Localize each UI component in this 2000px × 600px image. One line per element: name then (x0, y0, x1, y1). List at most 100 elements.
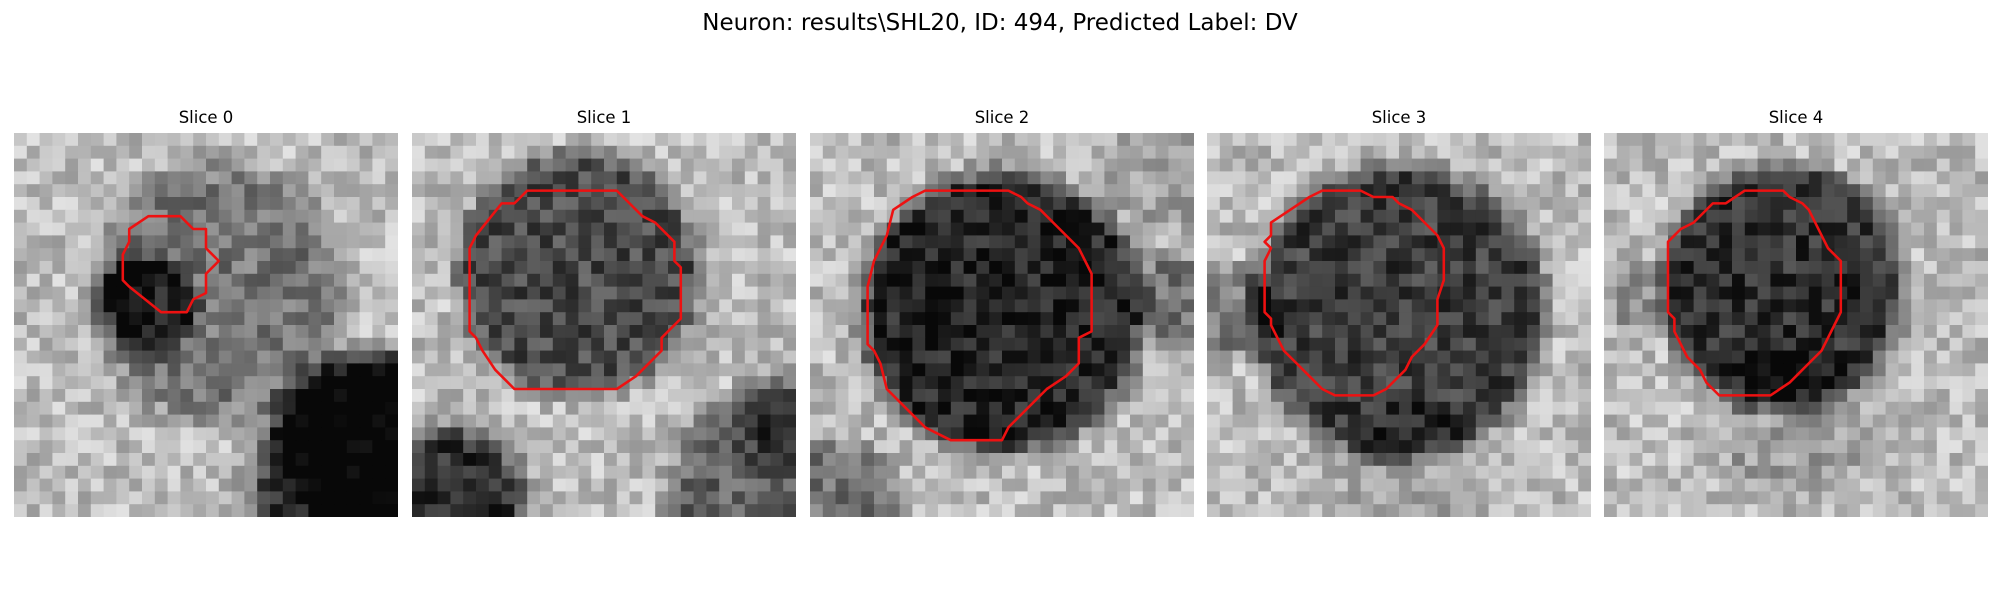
image-pixel (424, 337, 439, 352)
image-pixel (1539, 363, 1554, 377)
image-pixel (1680, 401, 1695, 416)
image-pixel (1578, 504, 1591, 517)
image-pixel (1450, 197, 1464, 211)
image-pixel (810, 171, 824, 185)
image-pixel (732, 465, 746, 480)
image-pixel (1437, 401, 1451, 416)
image-pixel (1552, 158, 1566, 172)
image-pixel (180, 414, 194, 428)
image-pixel (1552, 299, 1566, 313)
image-pixel (39, 478, 53, 492)
image-pixel (1296, 299, 1310, 313)
image-pixel (180, 158, 194, 172)
image-pixel (1975, 465, 1988, 480)
image-pixel (1066, 478, 1080, 492)
image-pixel (39, 363, 53, 377)
image-pixel (861, 440, 875, 454)
image-pixel (1027, 184, 1041, 198)
image-pixel (257, 273, 271, 288)
image-pixel (142, 478, 156, 492)
image-pixel (26, 401, 41, 416)
image-pixel (167, 337, 181, 352)
image-pixel (385, 209, 398, 224)
image-pixel (129, 414, 143, 428)
image-pixel (1219, 248, 1234, 262)
image-pixel (912, 261, 926, 275)
image-pixel (90, 465, 105, 480)
image-pixel (450, 133, 464, 147)
image-pixel (334, 312, 348, 326)
image-pixel (591, 299, 605, 313)
image-pixel (1834, 222, 1848, 236)
image-pixel (321, 491, 335, 505)
image-pixel (412, 491, 426, 505)
image-pixel (1450, 286, 1464, 300)
image-pixel (629, 248, 643, 262)
image-pixel (1757, 171, 1771, 185)
image-pixel (1911, 158, 1925, 172)
image-pixel (565, 337, 579, 352)
image-pixel (1578, 312, 1591, 326)
image-pixel (1616, 197, 1631, 211)
image-pixel (78, 145, 92, 160)
image-pixel (552, 325, 567, 339)
image-pixel (321, 401, 335, 416)
image-pixel (1335, 197, 1349, 211)
image-pixel (1142, 235, 1157, 249)
image-pixel (835, 158, 849, 172)
image-pixel (1002, 401, 1016, 416)
image-pixel (385, 158, 398, 172)
image-pixel (1744, 248, 1759, 262)
image-pixel (1885, 504, 1899, 517)
image-pixel (514, 158, 528, 172)
image-pixel (65, 401, 79, 416)
image-pixel (295, 261, 309, 275)
image-pixel (1770, 325, 1784, 339)
image-pixel (1014, 158, 1029, 172)
image-pixel (1949, 222, 1963, 236)
image-pixel (321, 478, 335, 492)
image-pixel (1066, 453, 1080, 467)
image-pixel (1565, 453, 1579, 467)
image-pixel (950, 363, 965, 377)
image-pixel (14, 389, 28, 403)
image-pixel (1744, 171, 1759, 185)
image-pixel (1130, 453, 1144, 467)
image-pixel (744, 401, 759, 416)
image-pixel (861, 389, 875, 403)
image-pixel (822, 350, 837, 364)
image-pixel (424, 261, 439, 275)
image-pixel (1296, 389, 1310, 403)
image-pixel (1539, 248, 1554, 262)
image-pixel (1386, 414, 1400, 428)
image-pixel (1552, 273, 1566, 288)
image-pixel (1604, 440, 1618, 454)
image-pixel (244, 184, 258, 198)
image-pixel (1604, 222, 1618, 236)
image-pixel (629, 158, 643, 172)
image-pixel (1616, 427, 1631, 441)
image-pixel (52, 261, 66, 275)
image-pixel (835, 286, 849, 300)
image-pixel (1245, 312, 1259, 326)
image-pixel (1770, 504, 1784, 517)
image-pixel (963, 286, 977, 300)
image-pixel (810, 440, 824, 454)
image-pixel (680, 478, 695, 492)
image-pixel (1181, 286, 1194, 300)
image-pixel (1399, 325, 1413, 339)
image-pixel (976, 133, 990, 147)
image-pixel (1847, 491, 1861, 505)
image-pixel (26, 325, 41, 339)
image-pixel (1219, 363, 1234, 377)
image-pixel (154, 350, 169, 364)
image-pixel (976, 261, 990, 275)
image-pixel (1411, 273, 1426, 288)
image-pixel (1181, 222, 1194, 236)
image-pixel (90, 478, 105, 492)
image-pixel (861, 171, 875, 185)
image-pixel (1872, 299, 1887, 313)
image-pixel (1706, 401, 1720, 416)
image-pixel (1501, 325, 1515, 339)
image-pixel (193, 235, 207, 249)
